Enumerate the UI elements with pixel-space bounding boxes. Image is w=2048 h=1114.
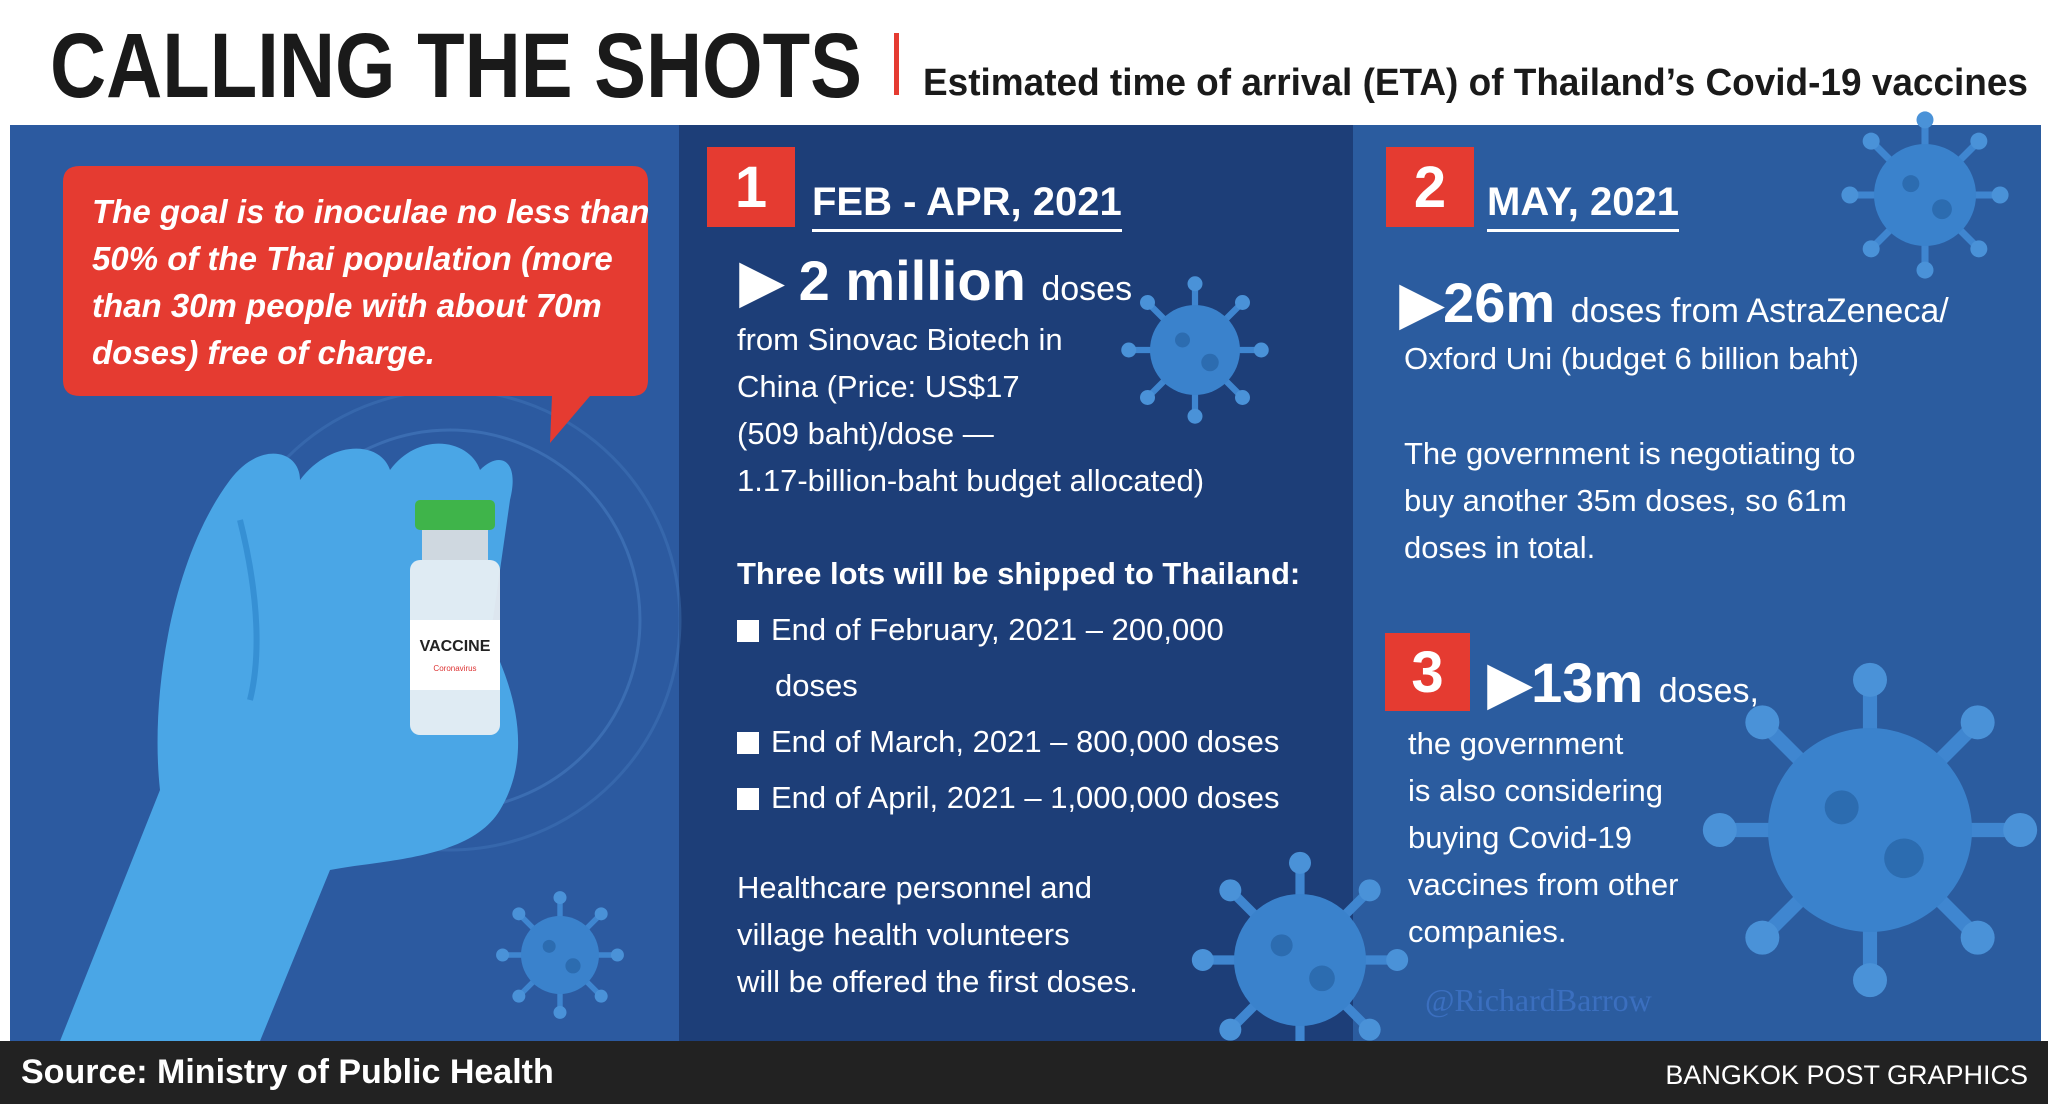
callout-bubble — [63, 166, 648, 443]
callout-line: than 30m people with about 70m — [92, 287, 602, 324]
body-line: 1.17-billion-baht budget allocated) — [737, 463, 1205, 498]
lot-item: End of April, 2021 – 1,000,000 doses — [771, 770, 1279, 826]
note-line: The government is negotiating to — [1404, 436, 1856, 471]
highlight-value: 2 million — [798, 249, 1026, 312]
body-line: buying Covid-19 — [1408, 820, 1633, 855]
section-number: 2 — [1386, 147, 1474, 227]
section-note: The government is negotiating to buy ano… — [1404, 430, 1856, 571]
footer-credit: BANGKOK POST GRAPHICS — [1665, 1060, 2028, 1090]
callout-line: The goal is to inoculae no less than — [92, 193, 650, 230]
section-number: 3 — [1385, 633, 1470, 711]
title: CALLING THE SHOTS — [50, 15, 862, 117]
body-line: vaccines from other — [1408, 867, 1679, 902]
vial-sublabel: Coronavirus — [433, 664, 476, 673]
highlight-unit: doses, — [1658, 672, 1759, 710]
note-line: buy another 35m doses, so 61m — [1404, 483, 1847, 518]
note-line: will be offered the first doses. — [737, 964, 1138, 999]
virus-icon — [1841, 111, 2008, 278]
section-note: Healthcare personnel and village health … — [737, 864, 1138, 1005]
section-body: from Sinovac Biotech in China (Price: US… — [737, 316, 1204, 504]
highlight-value: 26m — [1443, 271, 1556, 334]
vial-label: VACCINE — [420, 638, 491, 655]
section-body: the government is also considering buyin… — [1408, 720, 1679, 955]
lots-list: End of February, 2021 – 200,000 doses En… — [771, 602, 1279, 826]
section-period: FEB - APR, 2021 — [812, 180, 1122, 232]
watermark: @RichardBarrow — [1425, 982, 1652, 1018]
callout-text: The goal is to inoculae no less than 50%… — [92, 188, 649, 376]
lot-item: End of February, 2021 – 200,000 — [771, 602, 1279, 658]
section-highlight: ▶26m doses from AstraZeneca/ — [1400, 271, 1949, 334]
lot-item-continued: doses — [775, 668, 858, 703]
note-line: Healthcare personnel and — [737, 870, 1093, 905]
lots-heading: Three lots will be shipped to Thailand: — [737, 556, 1301, 591]
section-highlight: ▶ 2 million doses — [740, 249, 1133, 312]
footer-bar — [0, 1041, 2048, 1104]
body-line: China (Price: US$17 — [737, 369, 1020, 404]
highlight-value: 13m — [1531, 651, 1644, 714]
title-divider — [894, 33, 899, 95]
virus-icon — [1192, 852, 1408, 1068]
virus-icon — [496, 891, 624, 1019]
body-line: is also considering — [1408, 773, 1664, 808]
body-line: companies. — [1408, 914, 1567, 949]
section-number: 1 — [707, 147, 795, 227]
highlight-unit: doses from AstraZeneca/ — [1570, 292, 1949, 330]
highlight-unit: doses — [1041, 270, 1133, 308]
section-body: Oxford Uni (budget 6 billion baht) — [1404, 335, 1859, 382]
section-period: MAY, 2021 — [1487, 180, 1679, 232]
lot-item: End of March, 2021 – 800,000 doses — [771, 714, 1279, 770]
body-line: from Sinovac Biotech in — [737, 322, 1063, 357]
subtitle: Estimated time of arrival (ETA) of Thail… — [923, 62, 2028, 104]
section-highlight: ▶13m doses, — [1488, 651, 1759, 714]
body-line: Oxford Uni (budget 6 billion baht) — [1404, 341, 1859, 376]
body-line: (509 baht)/dose — — [737, 416, 994, 451]
callout-line: 50% of the Thai population (more — [92, 240, 613, 277]
footer-source: Source: Ministry of Public Health — [21, 1053, 554, 1091]
callout-line: doses) free of charge. — [92, 334, 435, 371]
body-line: the government — [1408, 726, 1624, 761]
note-line: village health volunteers — [737, 917, 1070, 952]
note-line: doses in total. — [1404, 530, 1596, 565]
vaccine-vial — [410, 500, 500, 735]
